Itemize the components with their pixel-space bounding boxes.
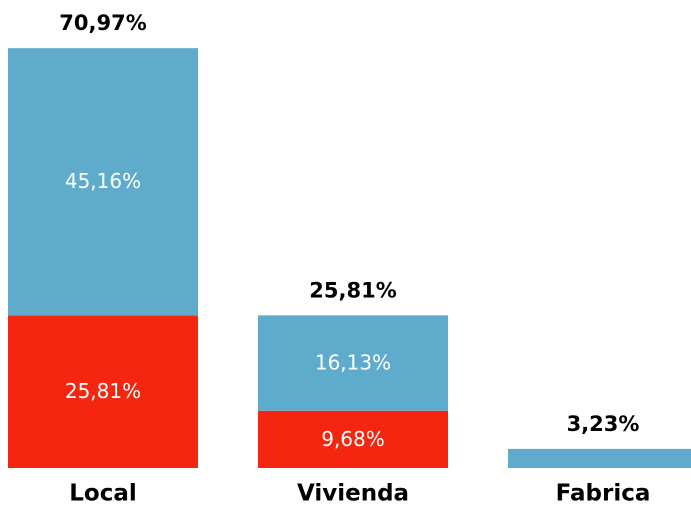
total-label: 70,97% xyxy=(59,11,146,35)
category-label: Fabrica xyxy=(556,481,651,507)
segment-label: 25,81% xyxy=(65,379,141,403)
total-label: 25,81% xyxy=(309,278,396,302)
segment-label: 9,68% xyxy=(321,427,385,451)
category-label: Local xyxy=(69,481,137,507)
segment-label: 45,16% xyxy=(65,169,141,193)
bar-segment xyxy=(8,315,198,468)
bar-segment xyxy=(8,48,198,316)
segment-label: 16,13% xyxy=(315,351,391,375)
bar-segment xyxy=(258,410,448,468)
category-label: Vivienda xyxy=(297,481,409,507)
bar-segment xyxy=(508,448,691,468)
total-label: 3,23% xyxy=(567,412,640,436)
bar-segment xyxy=(258,315,448,411)
